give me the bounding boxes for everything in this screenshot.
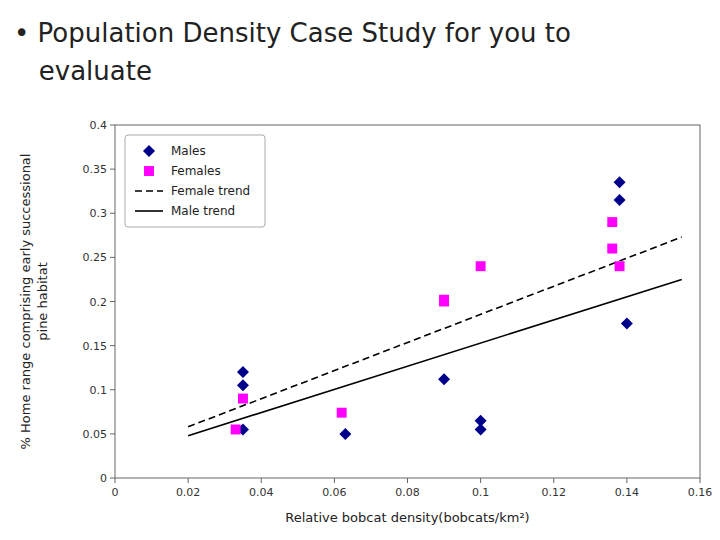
point [607,217,617,227]
x-tick-label: 0.14 [615,486,640,499]
background [0,0,720,540]
x-tick-label: 0.1 [472,486,490,499]
legend-swatch [135,190,163,192]
legend-label: Female trend [171,184,250,198]
chart-container: • Population Density Case Study for you … [0,0,720,540]
point [607,244,617,254]
x-axis-label: Relative bobcat density(bobcats/km²) [285,510,529,525]
y-tick-label: 0.3 [90,207,108,220]
point [231,425,241,435]
trend-line [188,237,682,427]
plot-frame [115,125,700,478]
x-tick [700,478,701,483]
point [476,261,486,271]
y-tick-label: 0.35 [83,163,108,176]
point [615,261,625,271]
point [614,194,626,206]
y-tick [110,478,115,479]
y-tick [110,389,115,390]
x-tick-label: 0 [112,486,119,499]
y-tick-label: 0 [100,472,107,485]
x-tick-label: 0.02 [176,486,201,499]
y-tick [110,257,115,258]
point [339,428,351,440]
x-tick-label: 0.08 [395,486,420,499]
point [438,373,450,385]
x-tick [553,478,554,483]
x-tick [261,478,262,483]
legend-label: Male trend [171,204,235,218]
point [237,366,249,378]
y-tick-label: 0.1 [90,384,108,397]
x-tick [115,478,116,483]
point [237,379,249,391]
x-tick-label: 0.16 [688,486,713,499]
x-tick-label: 0.06 [322,486,347,499]
y-tick-label: 0.05 [83,428,108,441]
chart-svg: • Population Density Case Study for you … [0,0,720,540]
point [337,408,347,418]
legend-label: Males [171,144,206,158]
y-tick [110,169,115,170]
y-tick [110,433,115,434]
y-tick [110,213,115,214]
point [614,176,626,188]
y-tick [110,345,115,346]
x-tick [334,478,335,483]
x-tick-label: 0.04 [249,486,274,499]
x-tick-label: 0.12 [542,486,567,499]
x-tick [407,478,408,483]
x-tick [188,478,189,483]
legend-swatch [135,210,163,212]
point [475,423,487,435]
title: • Population Density Case Study for you … [14,18,571,48]
x-tick [626,478,627,483]
y-tick-label: 0.15 [83,340,108,353]
x-tick [480,478,481,483]
legend-label: Females [171,164,221,178]
legend-box [125,135,265,227]
y-axis-label: pine habitat [35,262,50,340]
trend-line [188,279,682,435]
legend-swatch [143,145,155,157]
point [238,394,248,404]
y-tick [110,125,115,126]
y-tick-label: 0.4 [90,119,108,132]
y-axis-label: % Home range comprising early succession… [18,154,33,450]
y-tick [110,301,115,302]
legend: Males Females Female trend Male trend [125,135,265,227]
y-tick-label: 0.2 [90,296,108,309]
point [439,297,449,307]
title: evaluate [14,56,152,86]
legend-swatch [144,166,154,176]
y-tick-label: 0.25 [83,251,108,264]
point [621,318,633,330]
